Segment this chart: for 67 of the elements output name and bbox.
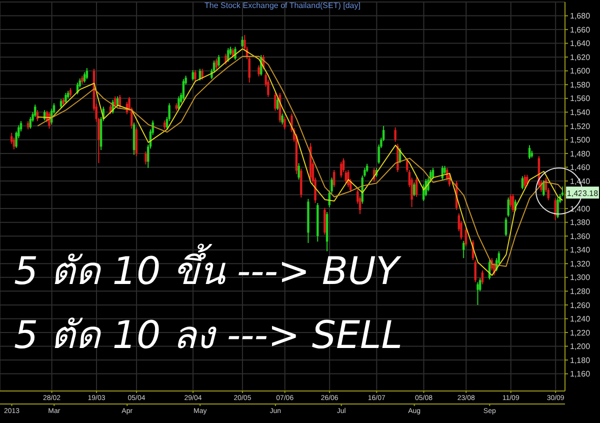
- candlestick: [218, 54, 220, 68]
- y-tick-label: 1,180: [570, 356, 591, 365]
- y-tick-label: 1,620: [570, 52, 591, 62]
- y-tick-label: 1,220: [570, 328, 591, 338]
- candlestick: [333, 169, 336, 188]
- candlestick: [232, 48, 234, 58]
- y-tick-label: 1,660: [570, 25, 591, 34]
- candlestick: [476, 282, 479, 306]
- candlestick: [524, 174, 526, 188]
- candlestick: [556, 197, 559, 219]
- candlestick: [298, 162, 300, 180]
- y-tick-label: 1,600: [570, 66, 591, 76]
- candlestick: [347, 169, 350, 188]
- annotation: 1,423.18: [566, 189, 599, 198]
- candlestick: [413, 182, 416, 197]
- y-tick-label: 1,500: [570, 136, 591, 145]
- candlestick: [144, 150, 147, 165]
- candlestick: [415, 177, 418, 198]
- candlestick: [64, 92, 67, 104]
- candlestick: [258, 64, 260, 77]
- candlestick: [215, 58, 218, 70]
- chart-title: The Stock Exchange of Thailand(SET) [day]: [204, 1, 362, 10]
- candlestick: [227, 48, 230, 62]
- candlestick: [526, 174, 528, 186]
- candlestick: [192, 70, 194, 81]
- annotation: 5 ตัด 10 ลง ---> SELL: [14, 312, 402, 359]
- candlestick: [507, 197, 510, 218]
- y-tick-label: 1,160: [570, 370, 591, 379]
- y-tick-label: 1,540: [570, 108, 591, 117]
- candlestick: [462, 240, 465, 259]
- candlestick: [394, 126, 396, 142]
- candlestick: [324, 207, 326, 236]
- y-tick-label: 1,360: [570, 232, 591, 241]
- y-tick-label: 1,480: [570, 149, 591, 158]
- y-tick-label: 1,520: [570, 122, 591, 131]
- y-tick-label: 1,560: [570, 94, 591, 104]
- candlestick: [12, 137, 16, 150]
- candlestick: [284, 116, 286, 130]
- candlestick: [234, 46, 236, 60]
- candlestick: [504, 217, 508, 237]
- candlestick: [29, 116, 32, 130]
- candlestick: [241, 36, 244, 48]
- candlestick: [464, 227, 468, 247]
- y-tick-label: 1,580: [570, 80, 591, 90]
- candlestick: [182, 78, 185, 100]
- y-tick-label: 1,320: [570, 259, 591, 268]
- candlestick: [281, 113, 284, 126]
- y-tick-label: 1,680: [570, 12, 591, 21]
- y-tick-label: 1,260: [570, 300, 591, 310]
- y-tick-label: 1,460: [570, 163, 591, 172]
- candlestick: [512, 194, 514, 212]
- candlestick: [340, 161, 342, 178]
- y-tick-label: 1,240: [570, 314, 591, 324]
- candlestick: [510, 194, 512, 208]
- candlestick: [178, 96, 180, 111]
- candlestick: [201, 68, 204, 80]
- y-tick-label: 1,340: [570, 246, 591, 255]
- candlestick: [274, 92, 276, 112]
- annotation: 5 ตัด 10 ขึ้น ---> BUY: [14, 242, 399, 295]
- y-tick-label: 1,200: [570, 342, 591, 352]
- y-tick-label: 1,300: [570, 273, 591, 282]
- y-tick-label: 1,380: [570, 218, 591, 228]
- candlestick: [114, 96, 116, 108]
- y-tick-label: 1,280: [570, 287, 591, 296]
- candlestick: [224, 53, 227, 66]
- y-tick-label: 1,640: [570, 39, 591, 48]
- candlestick: [194, 70, 196, 82]
